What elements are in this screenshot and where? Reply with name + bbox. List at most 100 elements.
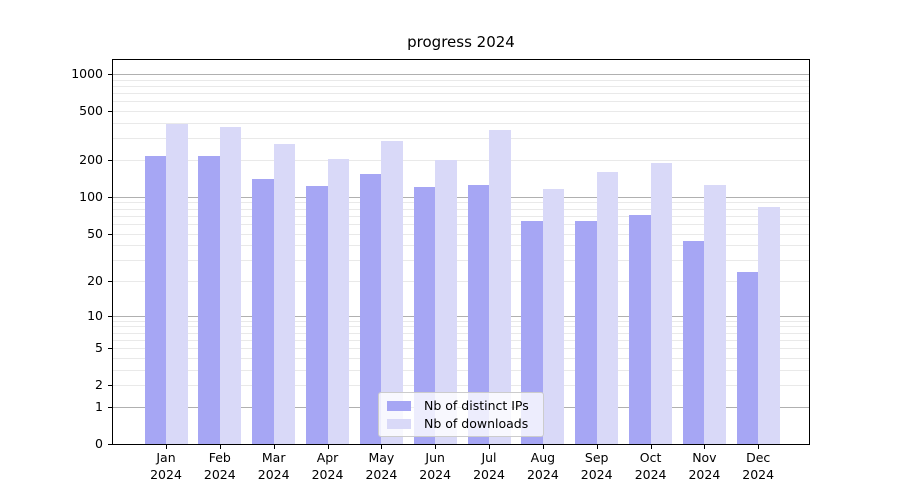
x-tick-aug-2024 xyxy=(542,445,544,449)
gridline-minor xyxy=(113,111,809,113)
y-tick-1000 xyxy=(108,74,112,75)
gridline-major xyxy=(113,196,809,198)
gridline-minor xyxy=(113,332,809,334)
gridline-minor xyxy=(113,101,809,103)
bar-nb-of-distinct-ips-feb-2024 xyxy=(198,156,220,444)
bar-nb-of-distinct-ips-apr-2024 xyxy=(306,185,328,444)
bar-nb-of-distinct-ips-jan-2024 xyxy=(144,156,166,444)
x-tick-apr-2024 xyxy=(327,445,329,449)
x-tick-label-jun-2024: Jun 2024 xyxy=(419,450,452,482)
bar-nb-of-downloads-mar-2024 xyxy=(273,144,296,444)
bar-nb-of-distinct-ips-sep-2024 xyxy=(575,221,597,444)
legend-swatch-distinct-ips xyxy=(387,401,411,411)
y-tick-2 xyxy=(108,385,112,387)
bar-nb-of-downloads-nov-2024 xyxy=(704,185,726,444)
gridline-minor xyxy=(113,320,809,322)
x-tick-label-jan-2024: Jan 2024 xyxy=(150,450,182,482)
x-tick-may-2024 xyxy=(381,445,383,449)
plot-area: Nb of distinct IPs Nb of downloads xyxy=(112,59,810,445)
y-tick-label-2: 2 xyxy=(95,377,103,393)
gridline-minor xyxy=(113,326,809,328)
bar-nb-of-distinct-ips-oct-2024 xyxy=(629,215,651,444)
bar-nb-of-downloads-sep-2024 xyxy=(596,171,619,444)
y-tick-100 xyxy=(108,196,112,198)
x-tick-oct-2024 xyxy=(650,445,652,449)
y-tick-label-1000: 1000 xyxy=(71,66,103,81)
x-tick-mar-2024 xyxy=(273,445,275,449)
x-tick-jul-2024 xyxy=(489,445,490,449)
x-tick-jun-2024 xyxy=(435,445,437,449)
bar-nb-of-distinct-ips-dec-2024 xyxy=(736,271,759,444)
bar-nb-of-downloads-dec-2024 xyxy=(758,207,780,444)
legend-swatch-downloads xyxy=(387,419,411,429)
bar-nb-of-downloads-jan-2024 xyxy=(166,123,188,444)
bar-nb-of-downloads-feb-2024 xyxy=(219,126,242,444)
gridline-minor xyxy=(113,233,809,235)
bar-nb-of-downloads-aug-2024 xyxy=(542,189,565,444)
gridline-minor xyxy=(113,245,809,247)
gridline-minor xyxy=(113,202,809,204)
y-tick-label-20: 20 xyxy=(87,273,103,288)
gridline-major xyxy=(113,74,809,75)
bar-nb-of-distinct-ips-nov-2024 xyxy=(682,241,705,444)
y-tick-label-0: 0 xyxy=(95,436,103,451)
y-tick-200 xyxy=(108,160,112,161)
gridline-minor xyxy=(113,223,809,225)
y-tick-label-500: 500 xyxy=(79,103,103,119)
gridline-minor xyxy=(113,160,809,161)
bar-nb-of-downloads-apr-2024 xyxy=(327,158,349,444)
legend: Nb of distinct IPs Nb of downloads xyxy=(378,392,544,437)
gridline-minor xyxy=(113,86,809,87)
gridline-minor xyxy=(113,215,809,217)
y-tick-5 xyxy=(108,348,112,350)
gridline-minor xyxy=(113,339,809,341)
y-tick-label-100: 100 xyxy=(79,188,103,204)
x-tick-dec-2024 xyxy=(758,445,760,449)
gridline-minor xyxy=(113,79,809,81)
y-tick-0 xyxy=(108,444,112,445)
bar-nb-of-downloads-may-2024 xyxy=(381,140,403,444)
y-tick-label-1: 1 xyxy=(95,398,103,414)
y-tick-500 xyxy=(108,111,112,113)
gridline-minor xyxy=(113,138,809,140)
bar-nb-of-distinct-ips-jun-2024 xyxy=(413,187,436,444)
gridline-minor xyxy=(113,348,809,350)
legend-item-downloads: Nb of downloads xyxy=(387,415,543,433)
bar-nb-of-distinct-ips-aug-2024 xyxy=(521,221,543,444)
bar-nb-of-downloads-oct-2024 xyxy=(650,162,673,444)
bar-nb-of-downloads-jul-2024 xyxy=(489,130,511,444)
x-tick-label-dec-2024: Dec 2024 xyxy=(742,450,775,482)
x-tick-label-oct-2024: Oct 2024 xyxy=(634,450,667,482)
y-tick-label-5: 5 xyxy=(95,340,103,356)
legend-label-distinct-ips: Nb of distinct IPs xyxy=(424,398,529,413)
x-tick-sep-2024 xyxy=(596,445,598,449)
x-tick-label-feb-2024: Feb 2024 xyxy=(203,450,236,482)
y-tick-label-50: 50 xyxy=(87,225,103,241)
x-tick-nov-2024 xyxy=(704,445,706,449)
x-tick-label-apr-2024: Apr 2024 xyxy=(311,450,344,482)
gridline-minor xyxy=(113,123,809,124)
gridline-minor xyxy=(113,93,809,95)
y-tick-1 xyxy=(108,406,112,408)
gridline-minor xyxy=(113,385,809,387)
gridline-minor xyxy=(113,260,809,262)
gridline-minor xyxy=(113,357,809,359)
x-tick-label-jul-2024: Jul 2024 xyxy=(473,450,505,482)
x-tick-label-mar-2024: Mar 2024 xyxy=(257,450,290,482)
chart-title: progress 2024 xyxy=(407,33,515,51)
bar-nb-of-distinct-ips-jul-2024 xyxy=(467,185,489,444)
gridline-minor xyxy=(113,281,809,282)
y-tick-10 xyxy=(108,315,112,317)
legend-label-downloads: Nb of downloads xyxy=(424,416,529,431)
gridline-minor xyxy=(113,208,809,210)
y-tick-50 xyxy=(108,233,112,235)
gridline-major xyxy=(113,315,809,317)
x-tick-label-may-2024: May 2024 xyxy=(365,450,398,482)
x-tick-jan-2024 xyxy=(166,445,167,449)
bar-nb-of-distinct-ips-mar-2024 xyxy=(252,179,274,444)
x-tick-label-nov-2024: Nov 2024 xyxy=(688,450,721,482)
legend-item-distinct-ips: Nb of distinct IPs xyxy=(387,397,543,415)
x-tick-feb-2024 xyxy=(219,445,221,449)
gridline-minor xyxy=(113,369,809,371)
